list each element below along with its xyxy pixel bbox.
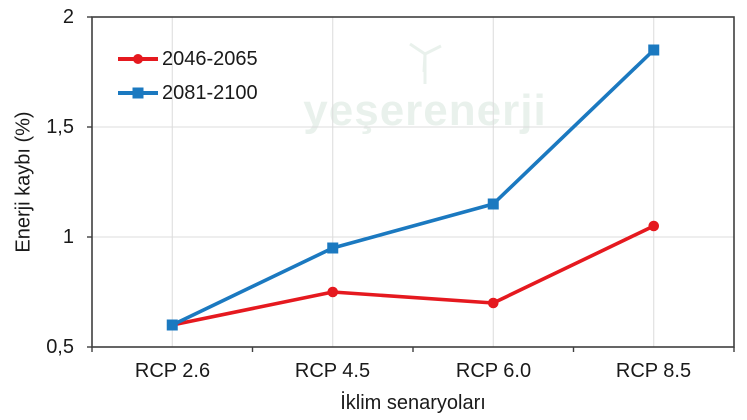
data-point-2081-2100-RCP 2.6 <box>166 319 178 331</box>
data-point-2046-2065-RCP 6.0 <box>487 297 499 309</box>
legend-item-2081-2100: 2081-2100 <box>118 80 258 106</box>
data-point-2081-2100-RCP 8.5 <box>648 44 660 56</box>
legend-marker-circle-icon <box>118 52 158 66</box>
legend-label: 2046-2065 <box>162 47 258 70</box>
legend-item-2046-2065: 2046-2065 <box>118 46 258 72</box>
legend-label: 2081-2100 <box>162 81 258 104</box>
series-line-2081-2100 <box>170 48 656 327</box>
x-tick-label-rcp26: RCP 2.6 <box>134 360 211 382</box>
x-tick-label-rcp60: RCP 6.0 <box>455 360 532 382</box>
data-point-2046-2065-RCP 8.5 <box>648 220 660 232</box>
data-point-2081-2100-RCP 4.5 <box>327 242 339 254</box>
data-point-2046-2065-RCP 4.5 <box>327 286 339 298</box>
y-tick-label-0-5: 0,5 <box>46 336 74 358</box>
data-point-2081-2100-RCP 6.0 <box>487 198 499 210</box>
legend-marker-square-icon <box>118 86 158 100</box>
y-axis-title: Enerji kaybı (%) <box>12 111 35 253</box>
series-line-2046-2065 <box>170 224 656 327</box>
x-axis-title: İklim senaryoları <box>340 392 486 414</box>
y-tick-label-1-5: 1,5 <box>46 116 74 138</box>
x-tick-label-rcp45: RCP 4.5 <box>294 360 371 382</box>
legend: 2046-2065 2081-2100 <box>118 46 258 114</box>
y-tick-label-2: 2 <box>62 6 74 28</box>
x-tick-label-rcp85: RCP 8.5 <box>615 360 692 382</box>
y-tick-label-1: 1 <box>62 226 74 248</box>
